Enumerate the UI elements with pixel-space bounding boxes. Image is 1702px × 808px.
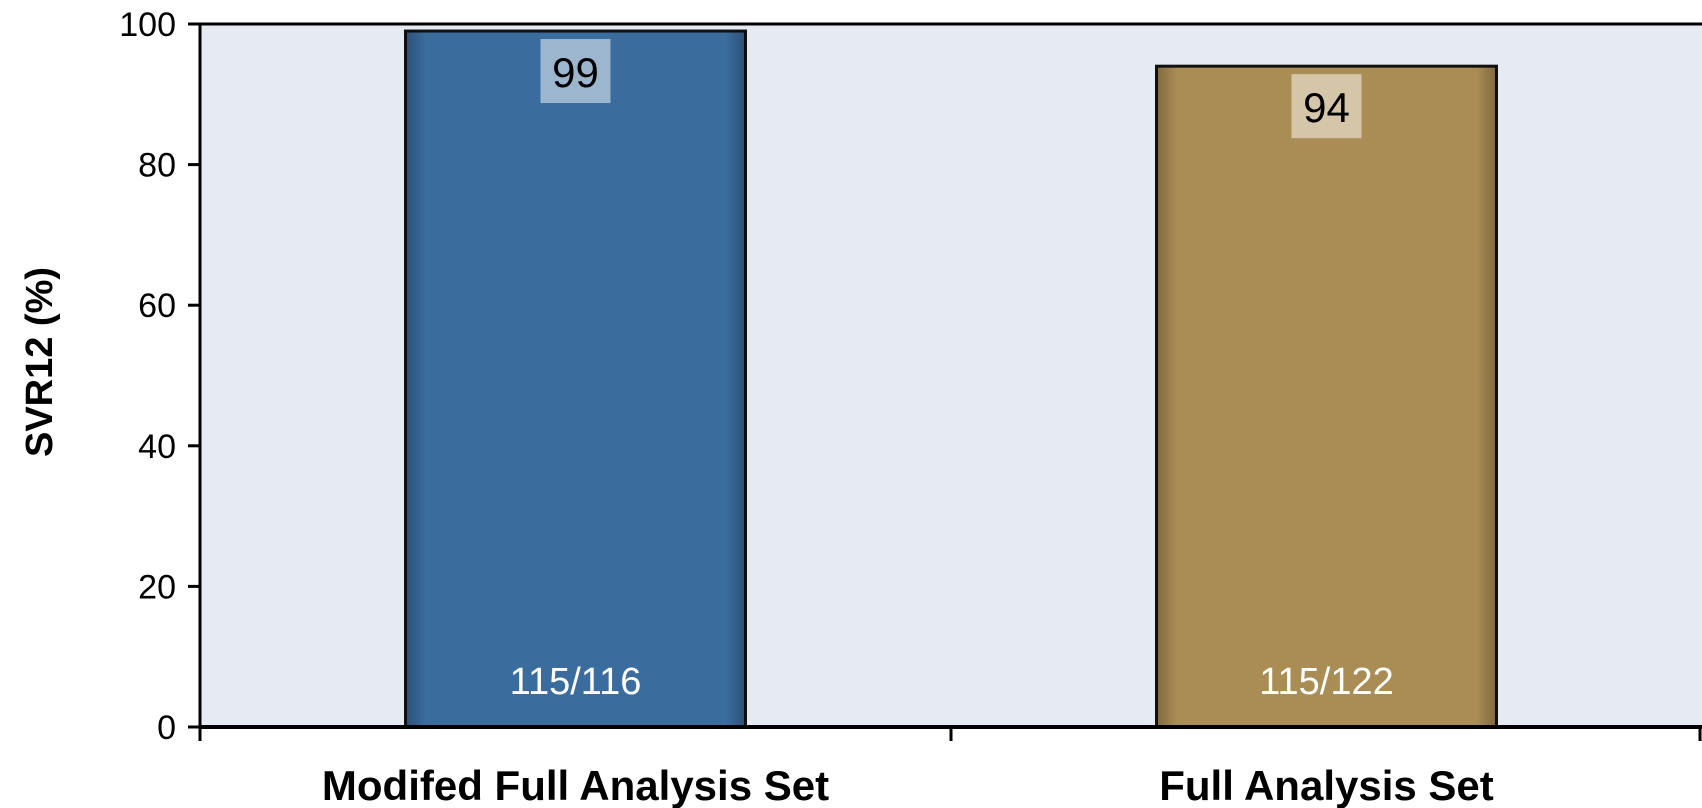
x-tick-label: Full Analysis Set [1159,762,1494,808]
value-label-box [540,39,611,104]
value-label-box [1291,74,1362,139]
value-label: 99 [552,49,599,96]
y-tick-label: 40 [138,428,176,466]
value-label: 94 [1303,84,1350,131]
bar-shading [405,31,746,727]
y-tick-label: 20 [138,568,176,606]
n-label: 115/122 [1259,661,1394,703]
y-tick-label: 100 [119,6,176,44]
bar-shading [1156,66,1497,728]
y-tick-label: 60 [138,287,176,325]
y-tick-label: 0 [157,709,176,747]
x-tick-label: Modifed Full Analysis Set [322,762,829,808]
y-tick-label: 80 [138,147,176,185]
y-axis-label: SVR12 (%) [19,267,61,457]
n-label: 115/116 [510,661,642,703]
